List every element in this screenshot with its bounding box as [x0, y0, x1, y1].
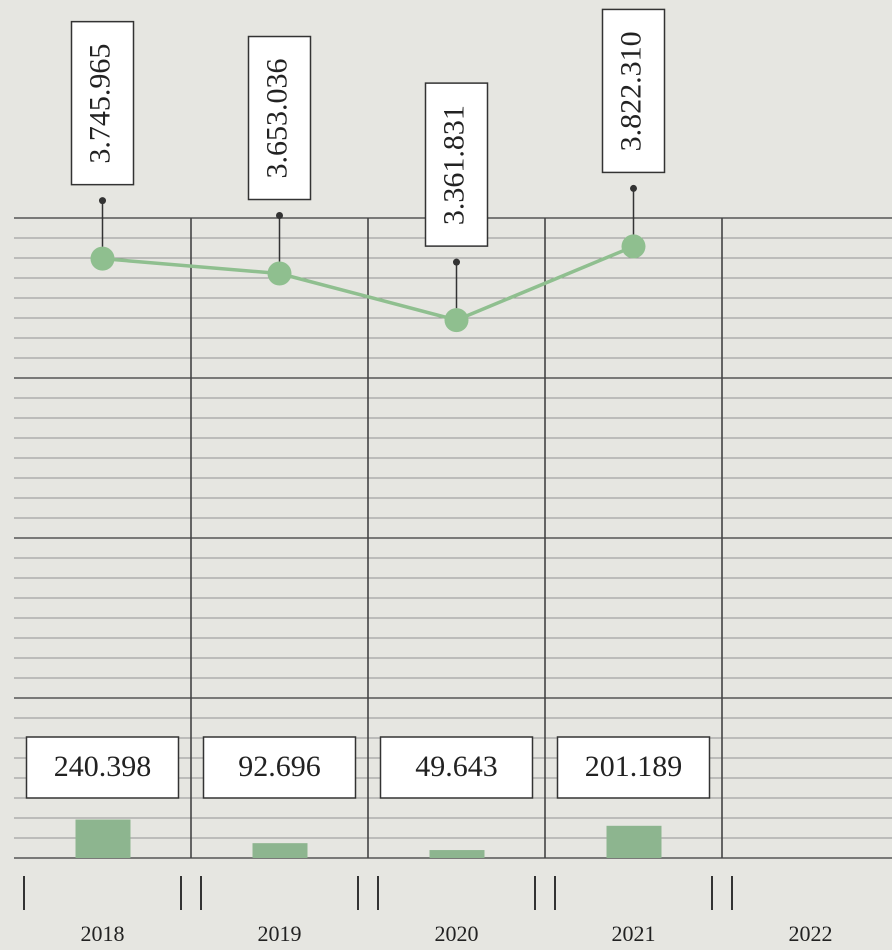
value-label-box [556, 736, 711, 799]
label-dot [276, 212, 283, 220]
value-label: 3.653.036 [260, 59, 293, 179]
bar [75, 819, 131, 858]
value-label-box [247, 35, 312, 201]
value-label: 92.696 [238, 750, 321, 783]
point [90, 246, 115, 271]
value-label: 201.189 [585, 750, 683, 783]
value-label-box [379, 736, 534, 799]
point [267, 261, 292, 286]
point [444, 308, 469, 333]
value-label-box [70, 20, 135, 186]
value-label-box [202, 736, 357, 799]
label-dot [630, 184, 637, 192]
x-tick-label: 2018 [81, 921, 125, 946]
x-tick-label: 2019 [258, 921, 302, 946]
bar [429, 850, 485, 858]
line [102, 244, 635, 322]
value-label: 3.822.310 [614, 31, 647, 151]
label-dot [453, 258, 460, 266]
bar [606, 825, 662, 858]
value-label-box [424, 82, 489, 247]
value-label: 3.745.965 [83, 44, 116, 164]
label-dot [99, 197, 106, 205]
value-label-box [601, 8, 666, 174]
value-label: 240.398 [54, 750, 152, 783]
value-label-box [25, 736, 180, 799]
x-tick-label: 2022 [789, 921, 833, 946]
x-tick-label: 2021 [612, 921, 656, 946]
value-label: 3.361.831 [437, 105, 470, 225]
x-tick-label: 2020 [435, 921, 479, 946]
bar [252, 843, 308, 858]
point [621, 234, 646, 259]
value-label: 49.643 [415, 750, 498, 783]
